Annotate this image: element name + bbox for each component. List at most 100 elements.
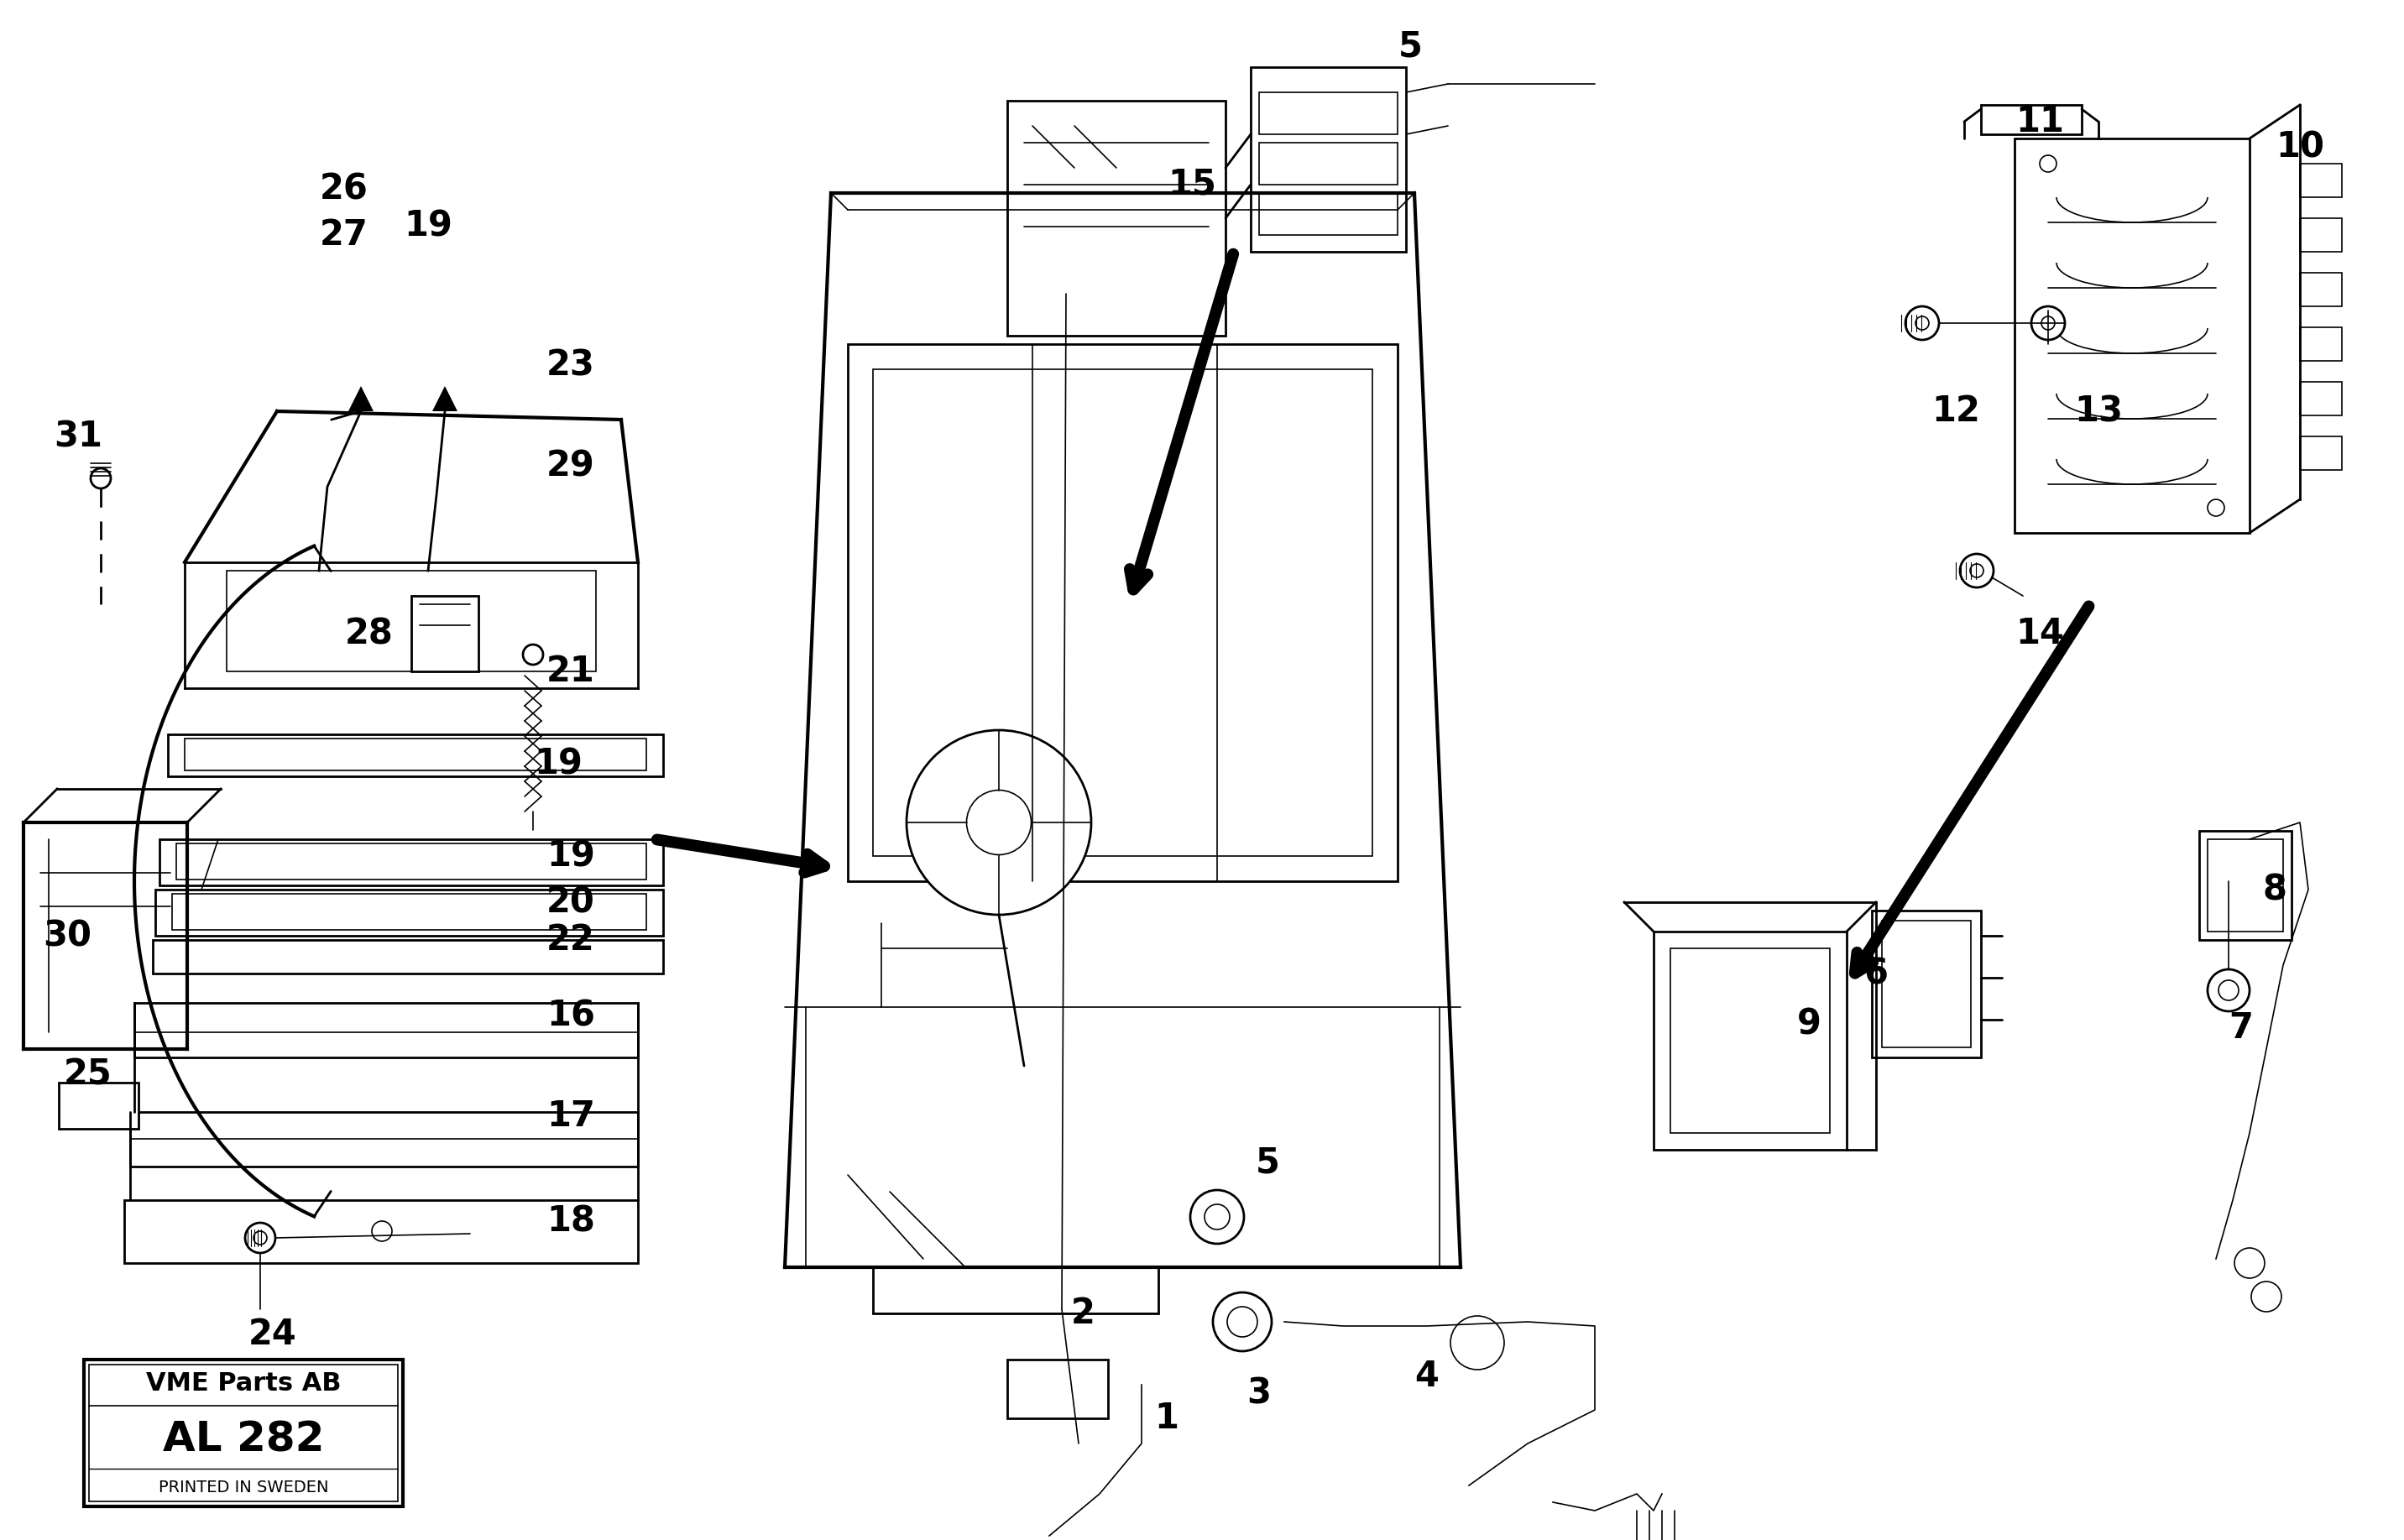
Text: 10: 10 xyxy=(2277,129,2325,165)
Text: 30: 30 xyxy=(43,918,91,953)
Bar xyxy=(1882,921,1971,1047)
Text: 15: 15 xyxy=(1168,166,1216,202)
Bar xyxy=(226,571,596,671)
Bar xyxy=(173,893,647,930)
Text: 31: 31 xyxy=(53,419,103,454)
Text: 25: 25 xyxy=(65,1056,113,1092)
Text: 20: 20 xyxy=(546,884,596,919)
Circle shape xyxy=(1916,316,1928,330)
Circle shape xyxy=(2039,156,2055,172)
Text: 13: 13 xyxy=(2075,394,2123,428)
Text: 24: 24 xyxy=(248,1317,298,1352)
Circle shape xyxy=(524,645,543,665)
Polygon shape xyxy=(349,387,373,411)
Text: VME Parts AB: VME Parts AB xyxy=(147,1371,341,1395)
Text: 5: 5 xyxy=(1399,29,1423,63)
Bar xyxy=(1654,932,1846,1150)
Bar xyxy=(175,844,647,879)
Circle shape xyxy=(2207,969,2250,1012)
Bar xyxy=(125,1200,637,1263)
Bar xyxy=(168,735,664,776)
Bar xyxy=(2301,273,2341,306)
Circle shape xyxy=(2233,1247,2265,1278)
Bar xyxy=(2301,163,2341,197)
Text: PRINTED IN SWEDEN: PRINTED IN SWEDEN xyxy=(159,1478,329,1495)
Bar xyxy=(2301,436,2341,470)
Text: 3: 3 xyxy=(1248,1375,1272,1411)
Text: 21: 21 xyxy=(546,654,596,688)
Bar xyxy=(1981,105,2082,134)
Text: 22: 22 xyxy=(546,922,596,958)
Circle shape xyxy=(1204,1204,1231,1229)
Circle shape xyxy=(252,1230,267,1244)
Bar xyxy=(58,1083,139,1129)
Circle shape xyxy=(1906,306,1940,340)
Circle shape xyxy=(2219,981,2238,1001)
Circle shape xyxy=(1450,1315,1505,1369)
Text: 19: 19 xyxy=(534,745,582,781)
Bar xyxy=(873,370,1373,856)
Text: 11: 11 xyxy=(2015,105,2065,139)
Bar xyxy=(1260,92,1397,134)
Text: 8: 8 xyxy=(2262,872,2286,907)
Bar xyxy=(2301,382,2341,416)
Circle shape xyxy=(1959,554,1993,587)
Text: 4: 4 xyxy=(1416,1358,1440,1394)
Circle shape xyxy=(1214,1292,1272,1351)
Circle shape xyxy=(1190,1190,1243,1244)
Circle shape xyxy=(2031,306,2065,340)
Text: 27: 27 xyxy=(320,217,368,253)
Text: 1: 1 xyxy=(1154,1401,1178,1435)
Bar xyxy=(2207,839,2284,932)
Bar xyxy=(2015,139,2250,533)
Bar xyxy=(154,939,664,973)
Bar xyxy=(156,890,664,936)
Circle shape xyxy=(373,1221,392,1241)
Bar xyxy=(411,596,478,671)
Text: 23: 23 xyxy=(546,348,596,383)
Text: 29: 29 xyxy=(546,448,596,484)
Circle shape xyxy=(245,1223,276,1254)
Bar xyxy=(185,739,647,770)
Text: 5: 5 xyxy=(1255,1144,1279,1180)
Text: 26: 26 xyxy=(320,171,368,206)
Bar xyxy=(1007,100,1226,336)
Circle shape xyxy=(1969,564,1983,578)
Text: 2: 2 xyxy=(1070,1295,1094,1331)
Polygon shape xyxy=(433,387,457,411)
Text: AL 282: AL 282 xyxy=(163,1420,325,1460)
Circle shape xyxy=(2207,499,2224,516)
Text: 16: 16 xyxy=(546,998,596,1033)
Circle shape xyxy=(906,730,1091,915)
Bar xyxy=(1671,949,1829,1133)
Text: 14: 14 xyxy=(2015,616,2065,651)
Bar xyxy=(2301,219,2341,251)
Text: 19: 19 xyxy=(546,838,596,873)
Bar xyxy=(130,1112,637,1166)
Text: 18: 18 xyxy=(546,1203,596,1238)
Bar xyxy=(89,1364,399,1502)
Text: 12: 12 xyxy=(1930,394,1981,428)
Circle shape xyxy=(2250,1281,2281,1312)
Bar xyxy=(849,343,1397,881)
Circle shape xyxy=(2041,316,2055,330)
Text: 7: 7 xyxy=(2229,1010,2253,1046)
Circle shape xyxy=(1226,1307,1257,1337)
Bar xyxy=(84,1360,404,1506)
Bar xyxy=(135,1003,637,1058)
Bar xyxy=(2301,328,2341,360)
Text: 28: 28 xyxy=(346,616,394,651)
Bar xyxy=(1260,192,1397,236)
Circle shape xyxy=(966,790,1031,855)
Bar xyxy=(1260,143,1397,185)
Text: 19: 19 xyxy=(404,209,452,245)
Bar xyxy=(873,1267,1159,1314)
Bar xyxy=(1007,1360,1108,1418)
Bar xyxy=(2200,832,2291,939)
Circle shape xyxy=(91,468,111,488)
Text: 9: 9 xyxy=(1796,1006,1820,1041)
Bar xyxy=(159,839,664,886)
Bar xyxy=(1873,910,1981,1058)
Bar xyxy=(1250,68,1406,251)
Text: 6: 6 xyxy=(1863,956,1887,992)
